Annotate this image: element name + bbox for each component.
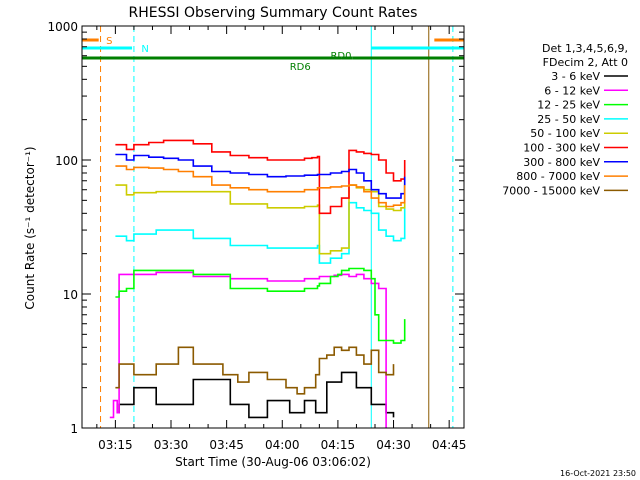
legend-label-50-100-kev: 50 - 100 keV — [530, 127, 600, 140]
legend-header-line-1: Det 1,3,4,5,6,9, — [542, 42, 628, 55]
x-tick-label-04-30: 04:30 — [376, 438, 411, 452]
footer-timestamp: 16-Oct-2021 23:50 — [560, 469, 636, 478]
x-tick-label-04-45: 04:45 — [432, 438, 467, 452]
state-bars: S N RD6 RD0 — [82, 36, 464, 73]
legend-label-3-6-kev: 3 - 6 keV — [551, 70, 600, 83]
x-tick-label-03-15: 03:15 — [98, 438, 133, 452]
y-tick-label-10: 10 — [63, 288, 78, 302]
legend-label-7000-15000-kev: 7000 - 15000 keV — [502, 184, 600, 197]
legend-label-100-300-kev: 100 - 300 keV — [523, 142, 600, 155]
series-line-100-300-kev — [115, 139, 406, 215]
state-bar-label-rd0: RD0 — [330, 51, 351, 62]
series-line-25-50-kev — [115, 201, 406, 264]
x-tick-label-04-00: 04:00 — [265, 438, 300, 452]
state-bar-label-rd6: RD6 — [290, 62, 311, 73]
plot-frame — [81, 25, 465, 429]
y-tick-label-100: 100 — [55, 154, 78, 168]
legend-label-12-25-kev: 12 - 25 keV — [537, 99, 600, 112]
x-tick-label-03-45: 03:45 — [209, 438, 244, 452]
series-line-12-25-kev — [115, 267, 406, 344]
y-axis-ticks: 1 10 100 1000 — [47, 20, 464, 436]
y-tick-label-1000: 1000 — [47, 20, 78, 34]
x-tick-label-04-15: 04:15 — [321, 438, 356, 452]
y-tick-label-1: 1 — [70, 422, 78, 436]
series-line-800-7000-kev — [115, 165, 406, 208]
legend-label-800-7000-kev: 800 - 7000 keV — [516, 170, 600, 183]
x-tick-label-03-30: 03:30 — [154, 438, 189, 452]
legend-label-6-12-kev: 6 - 12 keV — [544, 84, 600, 97]
legend-header-line-2: FDecim 2, Att 0 — [543, 56, 628, 69]
series-line-50-100-kev — [115, 176, 406, 255]
legend-label-300-800-kev: 300 - 800 keV — [523, 156, 600, 169]
series-line-7000-15000-kev — [115, 346, 395, 395]
x-axis-label: Start Time (30-Aug-06 03:06:02) — [175, 455, 371, 469]
legend-label-25-50-kev: 25 - 50 keV — [537, 113, 600, 126]
series-line-3-6-kev — [117, 371, 395, 419]
state-bar-label-s: S — [106, 36, 112, 47]
chart-title: RHESSI Observing Summary Count Rates — [129, 5, 418, 21]
state-bar-label-n: N — [141, 44, 148, 55]
series-lines — [109, 139, 406, 428]
x-axis-ticks: 03:15 03:30 03:45 04:00 04:15 04:30 04:45 — [96, 26, 467, 452]
legend: Det 1,3,4,5,6,9, FDecim 2, Att 0 3 - 6 k… — [502, 42, 628, 197]
series-line-300-800-kev — [115, 153, 406, 199]
y-axis-label: Count Rate (s⁻¹ detector⁻¹) — [23, 146, 37, 309]
